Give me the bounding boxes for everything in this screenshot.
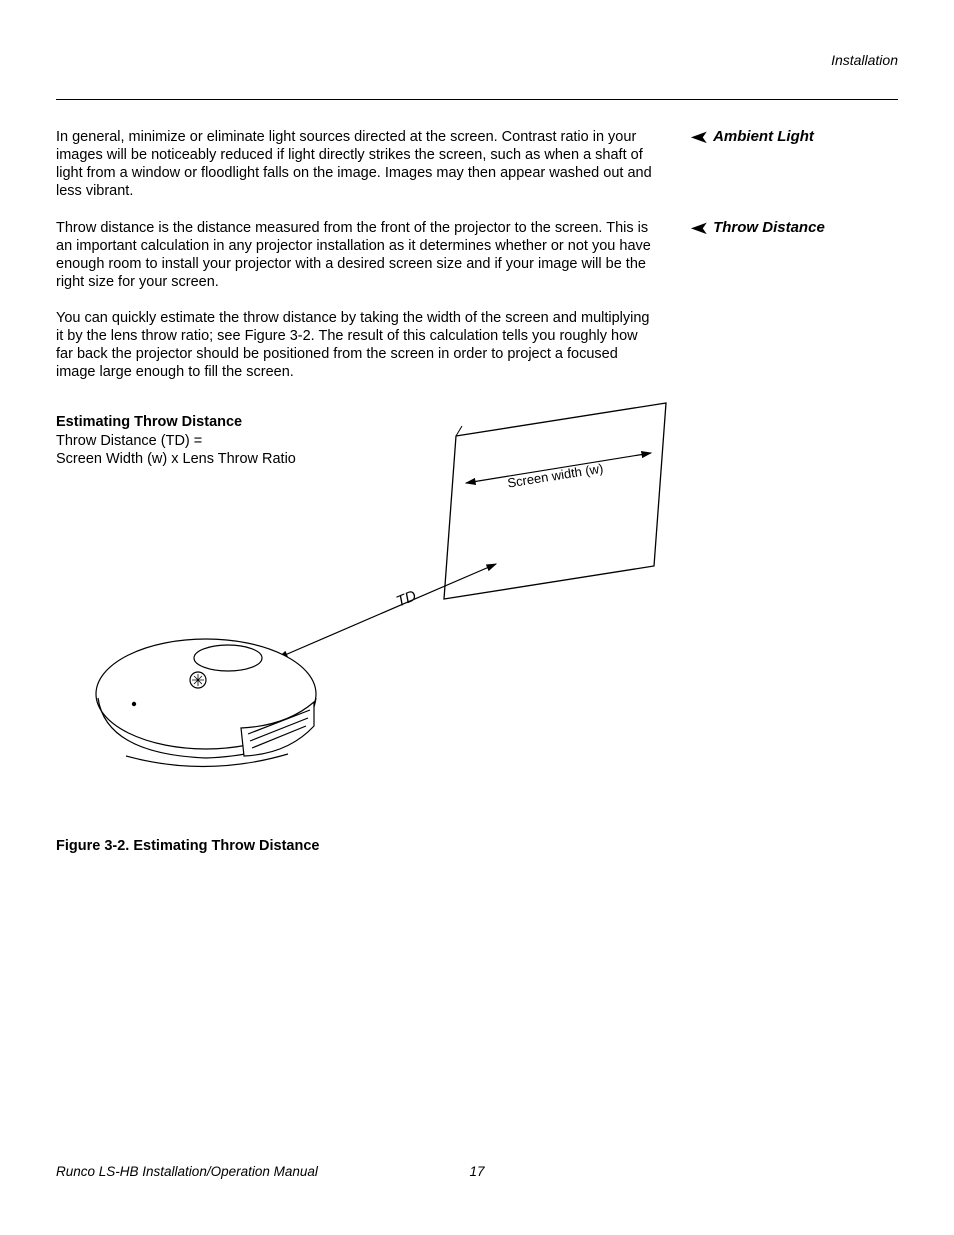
throw-diagram-svg: Screen width (w) TD	[56, 396, 716, 816]
ambient-heading: Ambient Light	[713, 128, 814, 145]
ambient-side: ➤ Ambient Light	[692, 128, 898, 201]
page-footer: Runco LS-HB Installation/Operation Manua…	[56, 1164, 898, 1179]
arrow-left-icon: ➤	[690, 128, 710, 146]
projector-shape	[96, 639, 316, 767]
figure-caption: Figure 3-2. Estimating Throw Distance	[56, 838, 898, 854]
screen-shape	[444, 403, 666, 599]
throw-paragraph-1: Throw distance is the distance measured …	[56, 219, 656, 292]
ambient-paragraph: In general, minimize or eliminate light …	[56, 128, 656, 201]
footer-title: Runco LS-HB Installation/Operation Manua…	[56, 1164, 318, 1179]
throw-body-1: Throw distance is the distance measured …	[56, 219, 656, 292]
screen-width-label: Screen width (w)	[506, 460, 604, 490]
ambient-body: In general, minimize or eliminate light …	[56, 128, 656, 201]
td-line	[278, 564, 496, 658]
running-header: Installation	[831, 52, 898, 68]
arrow-left-icon: ➤	[690, 219, 710, 237]
throw-heading: Throw Distance	[713, 219, 825, 236]
throw-body-2: You can quickly estimate the throw dista…	[56, 309, 656, 382]
footer-page-number: 17	[469, 1164, 484, 1179]
throw-row-1: Throw distance is the distance measured …	[56, 219, 898, 292]
throw-paragraph-2: You can quickly estimate the throw dista…	[56, 309, 656, 382]
throw-side: ➤ Throw Distance	[692, 219, 898, 292]
header-rule-area: Installation	[56, 52, 898, 100]
page: Installation In general, minimize or eli…	[0, 0, 954, 1235]
ambient-light-row: In general, minimize or eliminate light …	[56, 128, 898, 201]
throw-diagram: Estimating Throw Distance Throw Distance…	[56, 396, 898, 816]
throw-side-empty	[692, 309, 898, 382]
throw-row-2: You can quickly estimate the throw dista…	[56, 309, 898, 382]
